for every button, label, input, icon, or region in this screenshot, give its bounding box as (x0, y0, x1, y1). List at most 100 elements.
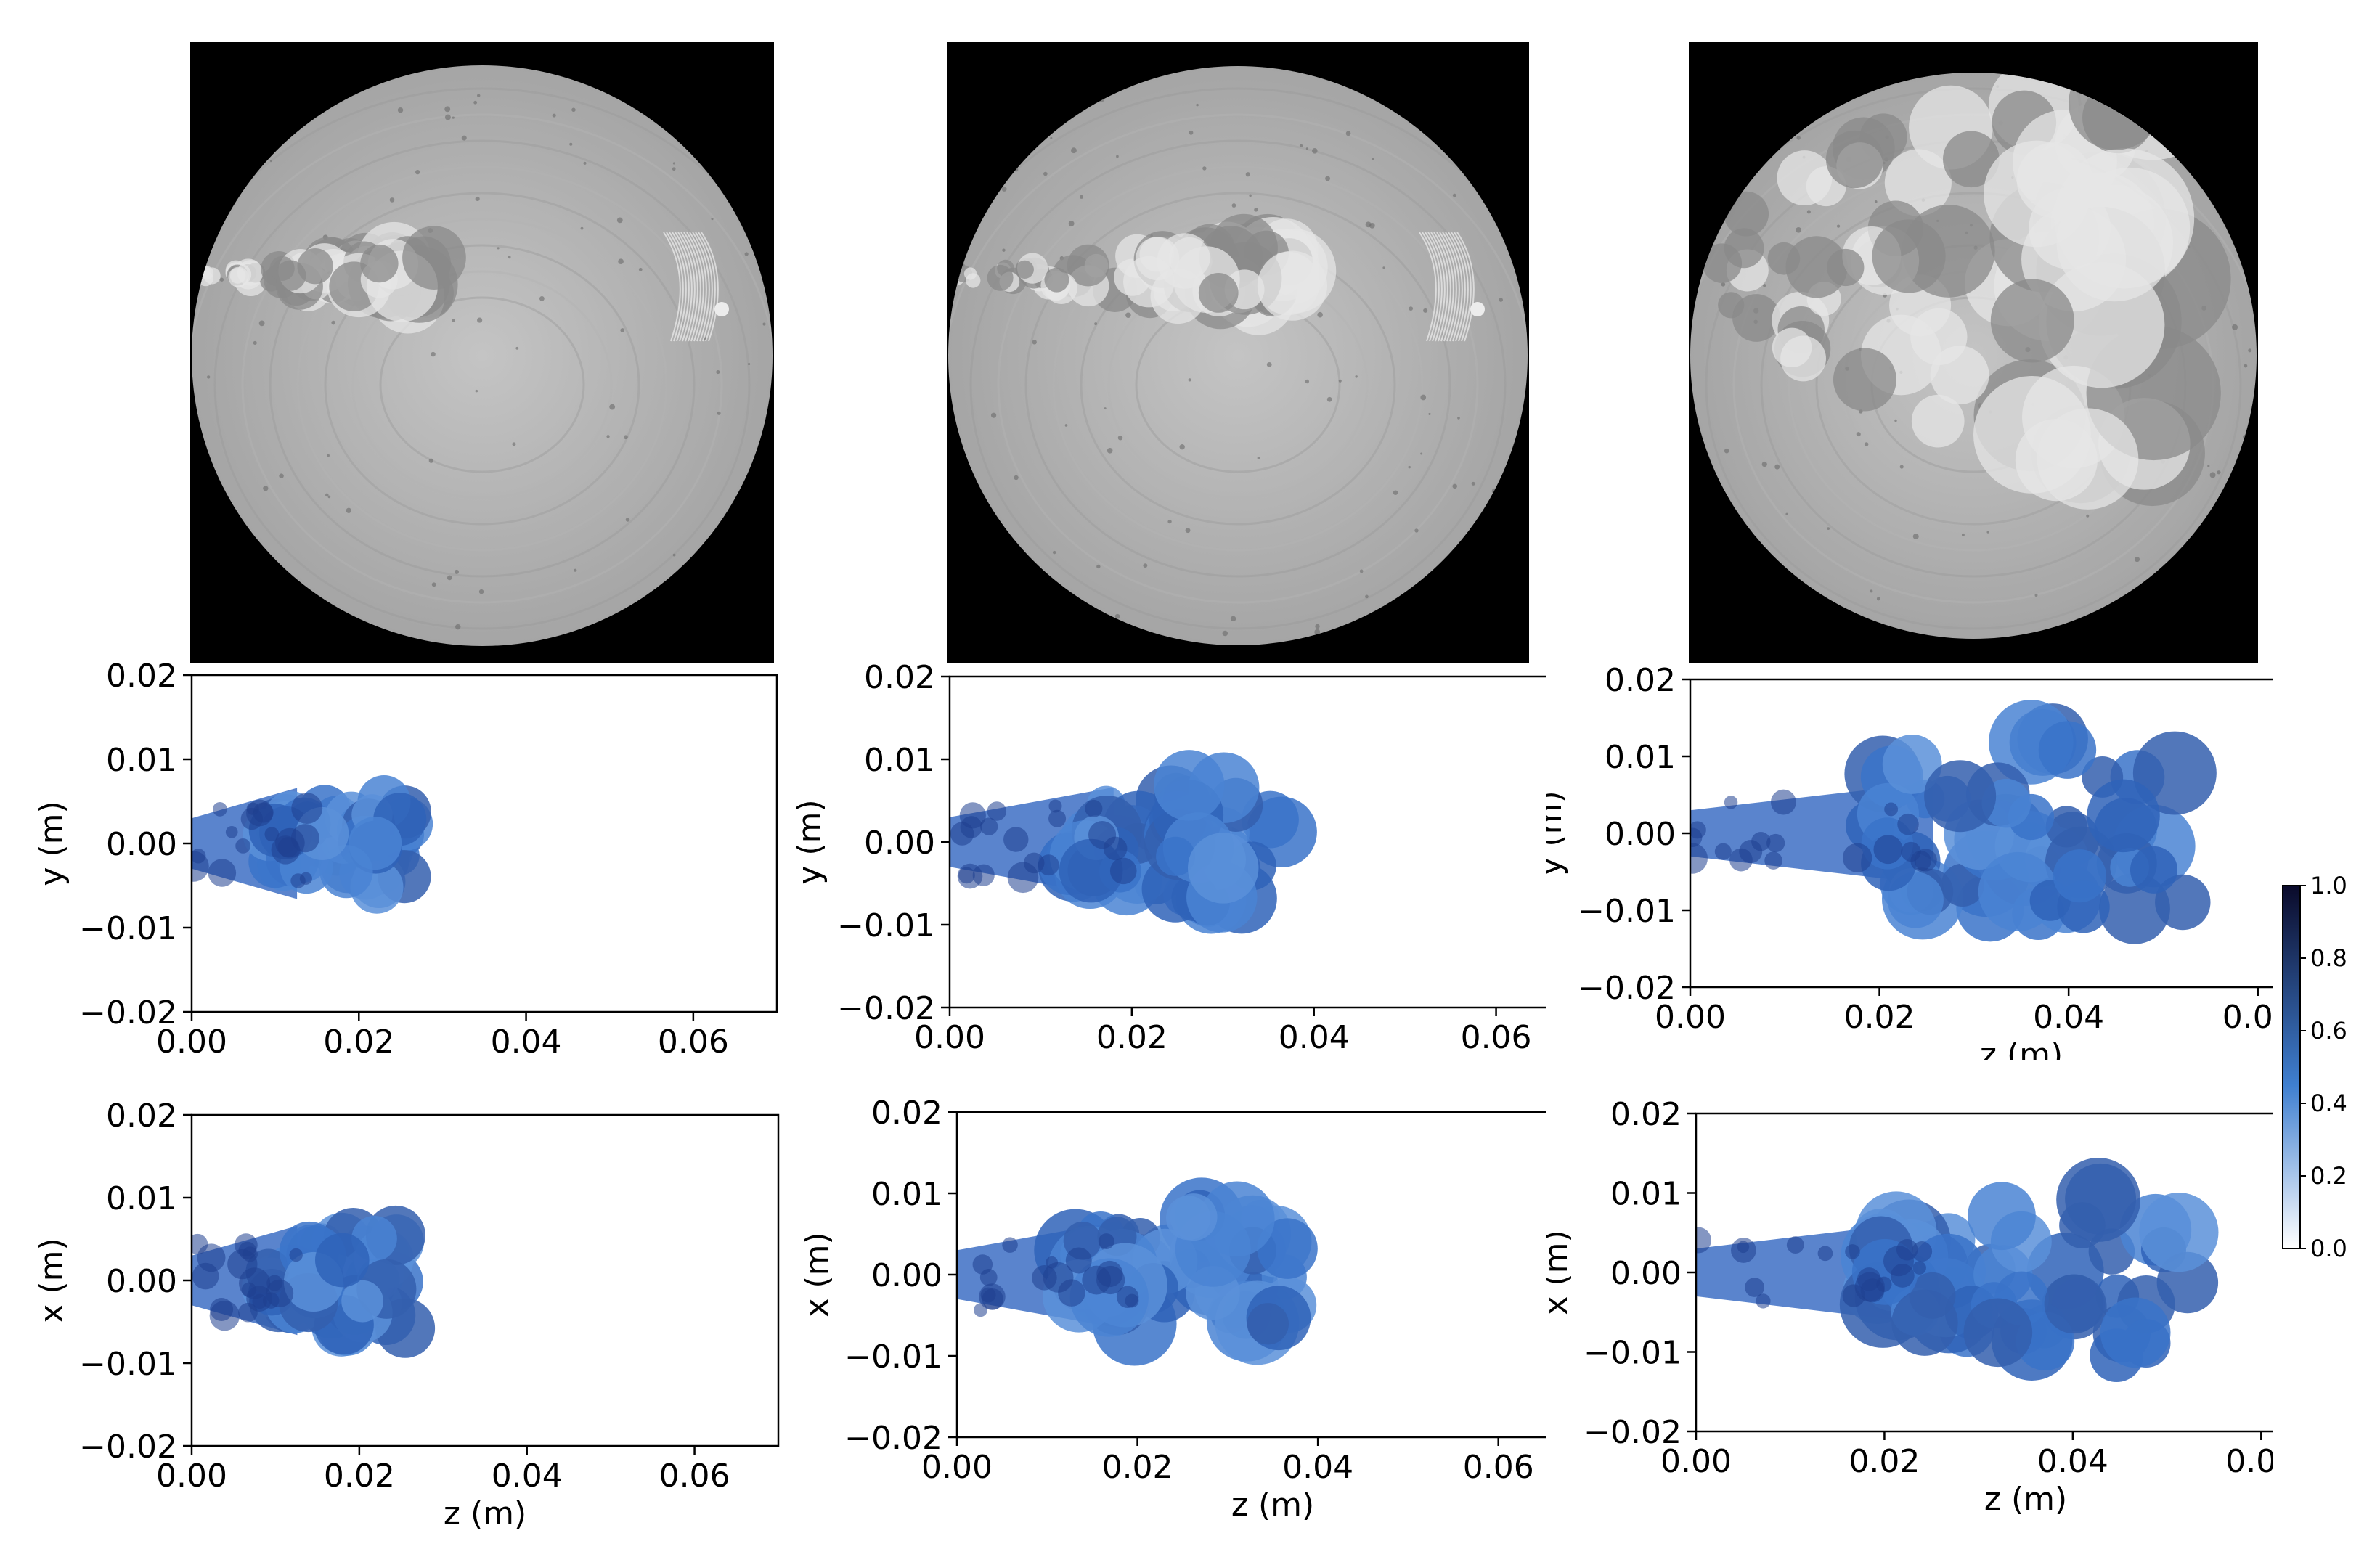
concentration-plume (1696, 1158, 2219, 1383)
x-tick-label: 0.04 (492, 1458, 563, 1495)
x-axis-label: z (m) (1980, 1037, 2063, 1060)
x-tick-label: 0.04 (1279, 1019, 1350, 1056)
x-axis-label: z (m) (1227, 1057, 1310, 1060)
x-tick-label: 0.06 (659, 1458, 730, 1495)
colorbar-gradient (2282, 885, 2301, 1249)
concentration-plume (1690, 700, 2217, 944)
y-tick-label: −0.01 (844, 1338, 942, 1376)
y-tick-label: 0.01 (1610, 1176, 1682, 1213)
x-tick-label: 0.00 (156, 1458, 227, 1495)
x-tick-label: 0.02 (323, 1023, 394, 1060)
y-tick-label: 0.00 (106, 826, 177, 863)
y-tick-label: −0.01 (79, 1346, 177, 1383)
plot-xz-2: 0.00 0.02 0.04 0.06 0.02 0.01 0.00 −0.01 −0.02 z … (791, 1089, 1546, 1524)
plot-yz-2: 0.00 0.02 0.04 0.06 0.02 0.01 0.00 −0.01 −0.02 z … (791, 653, 1546, 1060)
colorbar-tick-label: 0.8 (2310, 944, 2347, 972)
x-tick-label: 0.02 (324, 1458, 395, 1495)
concentration-plume (950, 750, 1317, 934)
colorbar-tick-label: 1.0 (2310, 872, 2347, 899)
plot-svg: 0.000.020.040.060.020.010.00−0.01−0.02z … (791, 659, 1546, 1060)
y-tick-label: 0.02 (1610, 1096, 1682, 1133)
y-tick-label: −0.02 (79, 994, 177, 1031)
x-tick-label: 0.00 (1655, 999, 1726, 1036)
y-tick-label: 0.01 (871, 1176, 942, 1213)
y-tick-label: 0.01 (106, 742, 177, 779)
plume-shape (948, 213, 1337, 335)
x-tick-label: 0.06 (1463, 1449, 1534, 1486)
y-tick-label: −0.01 (837, 907, 935, 944)
y-axis-label: y (m) (1546, 790, 1569, 875)
colorbar-tick-label: 0.2 (2310, 1162, 2347, 1190)
viewport-disc (192, 65, 773, 646)
y-tick-label: 0.02 (864, 659, 935, 696)
viewport-disc (948, 66, 1528, 645)
photo-texture (948, 68, 1528, 645)
x-tick-label: 0.02 (1096, 1019, 1167, 1056)
x-tick-label: 0.00 (1660, 1443, 1732, 1480)
colorbar-tick-label: 0.0 (2310, 1235, 2347, 1262)
y-axis-label: y (m) (33, 801, 70, 886)
plot-yz-1: 0.000.020.040.060.020.010.00−0.01−0.02z … (0, 653, 791, 1060)
y-tick-label: −0.02 (79, 1429, 177, 1466)
colorbar: 1.0 0.8 0.6 0.4 0.2 0.0 (2280, 871, 2380, 1263)
y-tick-label: 0.00 (1610, 1255, 1682, 1292)
plume-shape (192, 221, 466, 334)
y-tick-label: 0.00 (871, 1257, 942, 1294)
x-tick-label: 0.04 (2037, 1443, 2108, 1480)
x-tick-label: 0.02 (1844, 999, 1915, 1036)
concentration-plume (957, 1177, 1318, 1366)
x-tick-label: 0.04 (491, 1023, 562, 1060)
y-tick-label: −0.01 (79, 910, 177, 947)
plot-yz-3: 0.00 0.02 0.04 0.06 0.02 0.01 0.00 −0.01 −0.02 z … (1546, 653, 2273, 1060)
y-tick-label: −0.02 (1584, 1414, 1682, 1451)
probe-dot (1470, 302, 1485, 316)
x-tick-label: 0.02 (1102, 1449, 1173, 1486)
plot-svg: 0.000.020.040.060.020.010.00−0.01−0.02z … (33, 658, 778, 1060)
x-tick-label: 0.04 (1282, 1449, 1353, 1486)
plot-xz-1: 0.00 0.02 0.04 0.06 0.02 0.01 0.00 −0.01 −0.02 z … (0, 1089, 791, 1539)
concentration-plume (192, 1205, 436, 1358)
photo-svg-2 (948, 66, 1528, 645)
y-tick-label: 0.00 (864, 825, 935, 862)
x-tick-label: 0.00 (156, 1023, 227, 1060)
y-tick-label: 0.02 (106, 1098, 177, 1135)
y-tick-label: −0.01 (1584, 1335, 1682, 1372)
y-tick-label: 0.01 (1605, 739, 1676, 776)
y-tick-label: 0.01 (106, 1180, 177, 1217)
photo-svg-1 (192, 65, 773, 646)
probe-dot (714, 302, 729, 316)
x-tick-label: 0.06 (2222, 999, 2273, 1036)
plot-svg: 0.00 0.02 0.04 0.06 0.02 0.01 0.00 −0.01 −0.02 z … (1546, 662, 2273, 1060)
y-axis-label: x (m) (1546, 1230, 1575, 1315)
x-tick-label: 0.02 (1849, 1443, 1920, 1480)
y-tick-label: 0.00 (1605, 816, 1676, 853)
y-tick-label: 0.02 (1605, 662, 1676, 699)
plot-svg: 0.000.020.040.060.020.010.00−0.01−0.02z … (1546, 1096, 2273, 1518)
x-tick-label: 0.04 (2033, 999, 2104, 1036)
y-tick-label: 0.00 (106, 1263, 177, 1300)
y-tick-label: 0.02 (871, 1095, 942, 1132)
x-tick-label: 0.06 (658, 1023, 729, 1060)
colorbar-svg: 1.0 0.8 0.6 0.4 0.2 0.0 (2282, 872, 2347, 1262)
y-tick-label: −0.01 (1578, 893, 1676, 930)
y-axis-label: x (m) (799, 1232, 836, 1317)
y-axis-label: y (m) (791, 799, 828, 884)
colorbar-tick-label: 0.6 (2310, 1017, 2347, 1045)
photo-texture (192, 75, 773, 646)
y-tick-label: −0.02 (844, 1420, 942, 1457)
x-axis-label: z (m) (1984, 1481, 2067, 1518)
schlieren-photo-2 (947, 42, 1529, 663)
x-tick-label: 0.00 (921, 1449, 993, 1486)
y-tick-label: 0.02 (106, 658, 177, 695)
y-tick-label: 0.01 (864, 742, 935, 779)
y-tick-label: −0.02 (1578, 970, 1676, 1007)
x-tick-label: 0.06 (1461, 1019, 1532, 1056)
colorbar-tick-label: 0.4 (2310, 1090, 2347, 1117)
schlieren-photo-3 (1689, 42, 2258, 663)
x-tick-label: 0.00 (914, 1019, 985, 1056)
schlieren-photo-1 (190, 42, 774, 663)
concentration-plume (192, 775, 433, 914)
plot-xz-3: 0.00 0.02 0.04 0.06 0.02 0.01 0.00 −0.01 −0.02 z … (1546, 1089, 2273, 1524)
